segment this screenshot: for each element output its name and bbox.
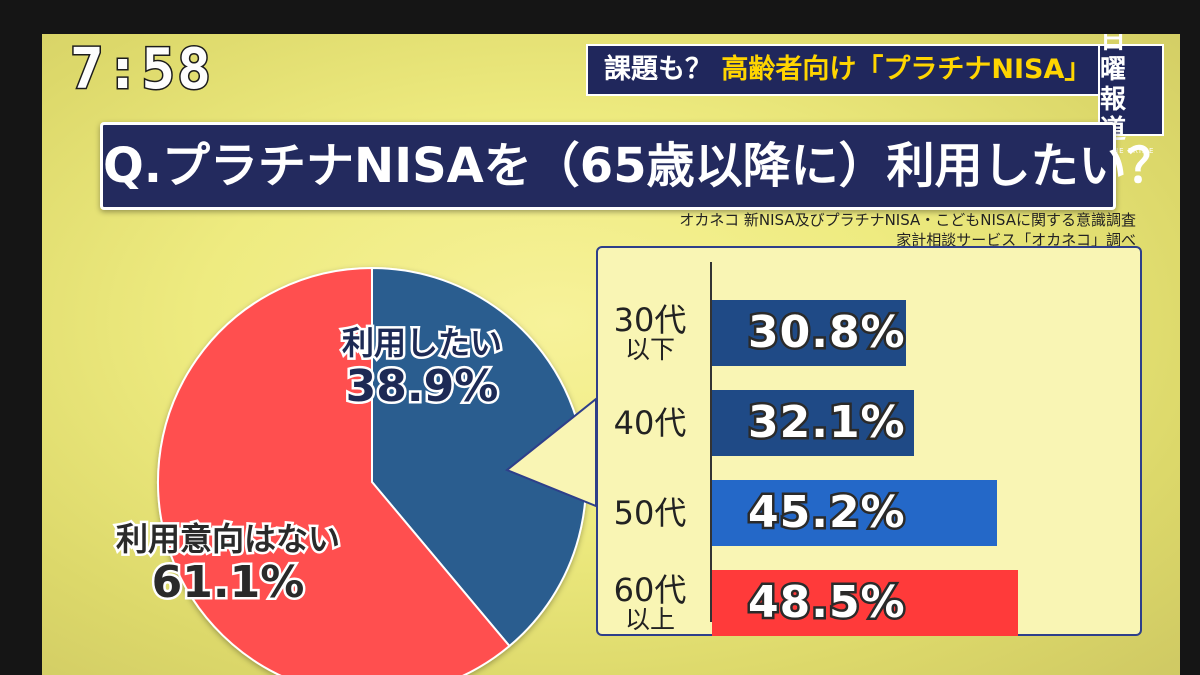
pie-label-no-name: 利用意向はない bbox=[113, 518, 342, 561]
topic-banner: 課題も？ 高齢者向け「プラチナNISA」 bbox=[586, 44, 1110, 96]
pie-label-no-value: 61.1% bbox=[149, 555, 307, 610]
bar-value-label: 30.8% bbox=[746, 305, 908, 361]
bar-category-main: 50代 bbox=[613, 494, 687, 532]
bar bbox=[712, 480, 997, 546]
bar-category-label: 40代 bbox=[598, 406, 702, 440]
bar-category-label: 30代 以下 bbox=[598, 303, 702, 363]
bar-category-sub: 以上 bbox=[624, 605, 675, 634]
logo-line-3: THE PRIME bbox=[1107, 147, 1155, 155]
program-logo: 日曜 報道 THE PRIME bbox=[1098, 34, 1164, 155]
age-bar-chart-panel: 30代 以下 30.8% 40代 32.1% 50代 45.2% 60代 以上 48.5% bbox=[596, 246, 1142, 636]
bar bbox=[712, 300, 907, 366]
question-title: Q.プラチナNISAを（65歳以降に）利用したい？ bbox=[100, 122, 1175, 210]
bar-category-sub: 以下 bbox=[624, 335, 675, 364]
topic-prefix: 課題も？ bbox=[604, 54, 722, 85]
bar-value-label: 48.5% bbox=[746, 575, 908, 631]
pie-label-yes: 利用したい 38.9% bbox=[339, 322, 504, 415]
pie-label-yes-value: 38.9% bbox=[343, 359, 501, 414]
bar bbox=[712, 570, 1018, 636]
source-line-2: 家計相談サービス「オカネコ」調べ bbox=[896, 231, 1136, 249]
pie-label-yes-name: 利用したい bbox=[339, 322, 504, 365]
tv-screen: 7:58 課題も？ 高齢者向け「プラチナNISA」 日曜 報道 THE PRIM… bbox=[42, 34, 1180, 675]
bar-category-label: 50代 bbox=[598, 496, 702, 530]
bar bbox=[712, 390, 915, 456]
pie-slice-no bbox=[157, 266, 511, 675]
bar-category-main: 30代 bbox=[613, 301, 687, 339]
pie-slice-yes bbox=[371, 266, 587, 648]
bar-axis-line bbox=[710, 262, 712, 622]
bar-value-label: 32.1% bbox=[746, 395, 908, 451]
bar-category-main: 60代 bbox=[613, 571, 687, 609]
bar-category-label: 60代 以上 bbox=[598, 573, 702, 633]
bar-value-label: 45.2% bbox=[746, 485, 908, 541]
source-note: オカネコ 新NISA及びプラチナNISA・こどもNISAに関する意識調査 家計相… bbox=[679, 210, 1136, 250]
pie-label-no: 利用意向はない 61.1% bbox=[113, 518, 342, 611]
logo-line-1: 日曜 bbox=[1100, 34, 1133, 85]
source-line-1: オカネコ 新NISA及びプラチナNISA・こどもNISAに関する意識調査 bbox=[679, 211, 1136, 229]
clock: 7:58 bbox=[69, 37, 213, 102]
bar-category-main: 40代 bbox=[613, 404, 687, 442]
pie-chart bbox=[157, 266, 597, 675]
topic-highlight: 高齢者向け「プラチナNISA」 bbox=[721, 54, 1092, 85]
